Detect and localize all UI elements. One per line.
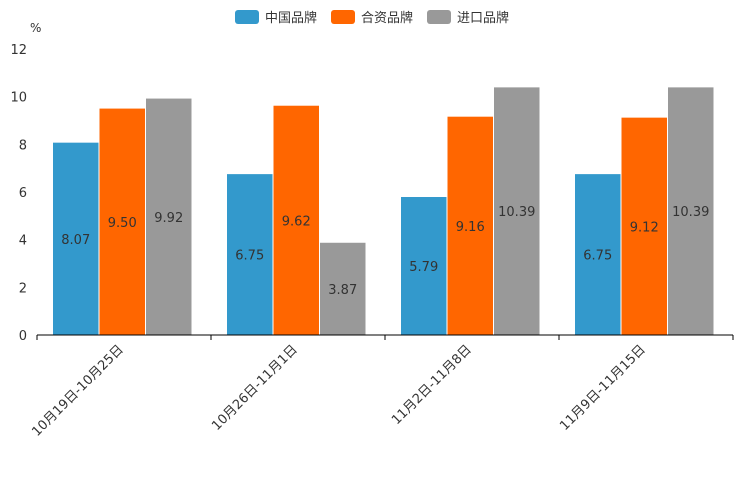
- data-label: 9.62: [282, 214, 311, 229]
- bar: [494, 87, 540, 335]
- legend-label-imported-brand: 进口品牌: [457, 11, 510, 26]
- legend-item-imported-brand[interactable]: 进口品牌: [427, 7, 509, 26]
- data-label: 9.50: [108, 216, 137, 231]
- legend-swatch-joint-venture-brand: [330, 9, 355, 24]
- bar: [146, 98, 192, 335]
- bar: [320, 242, 366, 335]
- y-tick-label: 12: [10, 43, 27, 58]
- legend-swatch-imported-brand: [427, 9, 451, 24]
- bar: [99, 108, 145, 335]
- x-tick-label: 10月26日-11月1日: [209, 342, 301, 434]
- legend-swatch-china-brand: [234, 9, 259, 24]
- bar: [447, 116, 493, 335]
- x-tick-label: 11月9日-11月15日: [557, 342, 649, 434]
- legend-label-china-brand: 中国品牌: [264, 11, 317, 26]
- y-tick-label: 4: [19, 234, 27, 249]
- data-label: 3.87: [328, 283, 357, 298]
- bar: [575, 174, 621, 335]
- y-axis-unit: %: [30, 21, 42, 35]
- bar: [621, 117, 667, 335]
- y-tick-label: 6: [19, 186, 27, 201]
- data-label: 9.12: [630, 220, 659, 235]
- x-tick-label: 10月19日-10月25日: [29, 342, 126, 439]
- legend-label-joint-venture-brand: 合资品牌: [360, 11, 413, 26]
- data-label: 10.39: [672, 205, 709, 220]
- legend: 中国品牌 合资品牌 进口品牌: [0, 7, 744, 26]
- data-label: 6.75: [235, 249, 264, 264]
- data-label: 9.16: [456, 220, 485, 235]
- data-label: 9.92: [154, 211, 183, 226]
- y-tick-label: 0: [19, 329, 27, 344]
- y-tick-label: 10: [10, 91, 27, 106]
- data-label: 5.79: [409, 260, 438, 275]
- bar: [668, 87, 714, 335]
- bar: [401, 197, 447, 335]
- legend-item-china-brand[interactable]: 中国品牌: [234, 7, 317, 26]
- y-tick-label: 2: [19, 281, 27, 296]
- bar: [273, 105, 319, 336]
- bar: [53, 142, 99, 335]
- y-tick-label: 8: [19, 138, 27, 153]
- data-label: 10.39: [498, 205, 535, 220]
- x-tick-label: 11月2日-11月8日: [389, 342, 475, 428]
- bar: [227, 174, 273, 335]
- data-label: 6.75: [583, 249, 612, 264]
- legend-item-joint-venture-brand[interactable]: 合资品牌: [330, 7, 413, 26]
- data-label: 8.07: [61, 233, 90, 248]
